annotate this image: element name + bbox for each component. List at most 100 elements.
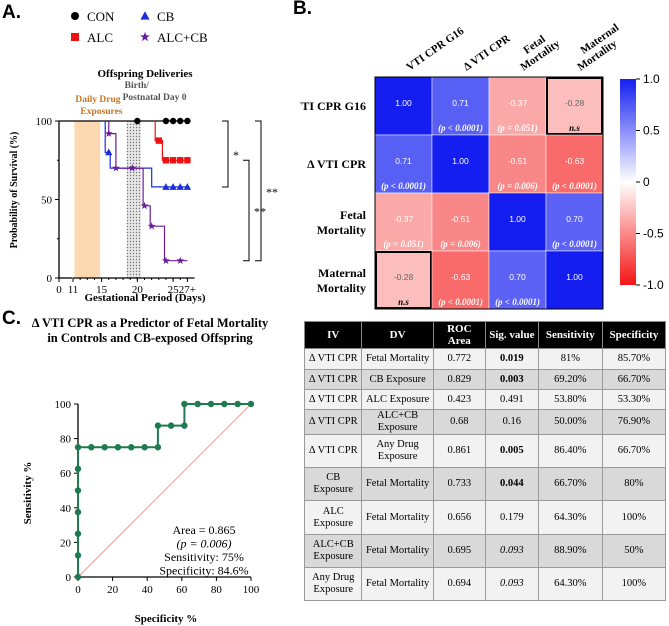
heatmap-value: 0.70 xyxy=(566,214,583,224)
heatmap-row-label: Maternal xyxy=(318,266,367,280)
series-marker-con xyxy=(169,117,177,125)
roc-x-tick-label: 0 xyxy=(75,584,81,596)
roc-x-tick-label: 60 xyxy=(176,584,188,596)
heatmap-cell xyxy=(488,250,547,310)
cell-dv: CB Exposure xyxy=(361,369,434,390)
cell-iv: Δ VTI CPR xyxy=(303,434,363,468)
heatmap-cell xyxy=(488,134,547,194)
cell-roc-area: 0.733 xyxy=(432,467,486,501)
roc-y-tick-label: 20 xyxy=(60,537,72,549)
heatmap-p-value: (p = 0.006) xyxy=(497,181,537,191)
cell-sensitivity: 66.70% xyxy=(537,467,603,501)
roc-point xyxy=(74,552,82,559)
x-tick-label: 11 xyxy=(68,284,79,296)
colorbar-tick-label: 0.5 xyxy=(643,124,660,138)
heatmap-cell xyxy=(545,192,604,252)
roc-point xyxy=(247,400,255,408)
heatmap-p-value: (p = 0.006) xyxy=(440,239,480,249)
panel-label-b: B. xyxy=(293,0,312,19)
roc-point xyxy=(74,573,82,581)
cell-dv: ALC Exposure xyxy=(361,389,434,410)
heatmap-cell xyxy=(431,192,490,252)
heatmap-row-label: Δ VTI CPR xyxy=(307,157,366,171)
cell-roc-area: 0.68 xyxy=(432,409,486,435)
panel-label-c: C. xyxy=(2,308,21,329)
table-row: CB Exposure Fetal Mortality 0.733 0.044 66.7… xyxy=(303,467,667,501)
cell-iv: Any Drug Exposure xyxy=(303,567,363,601)
heatmap-col-label: MaternalMortality xyxy=(568,22,628,74)
series-marker-alc xyxy=(155,137,162,144)
heatmap-cell xyxy=(374,192,433,252)
roc-point xyxy=(128,444,135,451)
cell-sensitivity: 69.20% xyxy=(537,369,603,390)
legend-label-con: CON xyxy=(87,9,115,24)
cell-specificity: 100% xyxy=(601,500,667,535)
cell-roc-area: 0.656 xyxy=(432,500,486,535)
cell-specificity: 80% xyxy=(601,467,667,501)
table-row: Any Drug Exposure Fetal Mortality 0.694 0.0… xyxy=(303,567,667,601)
heatmap-ns-outline xyxy=(375,251,432,309)
series-marker-alc xyxy=(169,157,177,164)
legend-marker-con xyxy=(71,12,79,20)
roc-point xyxy=(114,444,122,451)
cell-roc-area: 0.694 xyxy=(432,567,486,601)
colorbar-tick-label: 1.0 xyxy=(643,72,660,86)
series-marker-alc xyxy=(162,157,170,164)
shaded-region-0 xyxy=(74,121,101,278)
roc-y-tick-label: 100 xyxy=(55,399,72,411)
y-tick-label: 100 xyxy=(36,116,53,128)
roc-annotation-line: (p = 0.006) xyxy=(176,537,231,551)
cell-sig-value: 0.491 xyxy=(484,389,539,410)
legend-label-alc: ALC xyxy=(87,30,113,45)
roc-point xyxy=(141,444,148,451)
x-tick-label: 27+ xyxy=(179,284,196,296)
series-marker-cb xyxy=(183,183,192,190)
series-marker-alc xyxy=(184,157,191,164)
header-roc-area: ROC Area xyxy=(432,321,486,349)
cell-dv: Fetal Mortality xyxy=(361,348,434,370)
series-line-alc-cb xyxy=(108,121,188,262)
heatmap-ns-outline xyxy=(546,77,603,135)
x-tick-label: 20 xyxy=(132,284,144,296)
heatmap-cell xyxy=(431,134,490,194)
heatmap-cell xyxy=(431,76,490,136)
heatmap-value: -0.63 xyxy=(565,156,585,166)
heatmap-value: 0.71 xyxy=(395,156,412,166)
cell-sensitivity: 64.30% xyxy=(537,567,603,601)
cell-sensitivity: 81% xyxy=(537,348,603,370)
cell-specificity: 50% xyxy=(601,534,667,568)
roc-point xyxy=(167,422,175,429)
y-tick-label: 50 xyxy=(41,195,53,207)
cell-sensitivity: 53.80% xyxy=(537,389,603,410)
roc-point xyxy=(74,465,82,473)
series-marker-con xyxy=(184,117,191,125)
roc-point xyxy=(194,400,201,408)
table-row: Δ VTI CPR ALC Exposure 0.423 0.491 53.80% 53.… xyxy=(303,389,667,410)
y-tick-label: 0 xyxy=(47,273,53,285)
roc-point xyxy=(74,487,82,494)
survival-x-label: Gestational Period (Days) xyxy=(85,292,206,304)
heatmap-p-value: (p < 0.0001) xyxy=(438,297,483,307)
series-marker-alc-cb xyxy=(104,129,113,137)
x-tick-label: 0 xyxy=(56,284,62,296)
x-tick-label: 15 xyxy=(96,284,108,296)
heatmap-cell xyxy=(545,250,604,310)
cell-specificity: 66.70% xyxy=(601,434,667,468)
roc-title-line-1: Δ VTI CPR as a Predictor of Fetal Mortal… xyxy=(32,316,269,330)
roc-point xyxy=(74,530,82,537)
series-line-cb xyxy=(104,121,188,188)
table-header-row: IV DV ROC Area Sig. value Sensitivity Sp… xyxy=(303,321,667,349)
roc-point xyxy=(207,400,215,408)
roc-point xyxy=(181,400,188,408)
series-marker-alc-cb xyxy=(147,222,156,230)
heatmap-value: -0.63 xyxy=(451,272,471,282)
roc-point xyxy=(221,400,228,408)
series-marker-con xyxy=(177,117,184,125)
heatmap-p-value: n.s xyxy=(398,297,409,307)
drug-exposure-label-2: Exposures xyxy=(80,107,122,117)
roc-point xyxy=(74,508,82,516)
roc-point xyxy=(88,444,95,451)
heatmap-cell xyxy=(545,134,604,194)
heatmap-value: 1.00 xyxy=(566,272,583,282)
